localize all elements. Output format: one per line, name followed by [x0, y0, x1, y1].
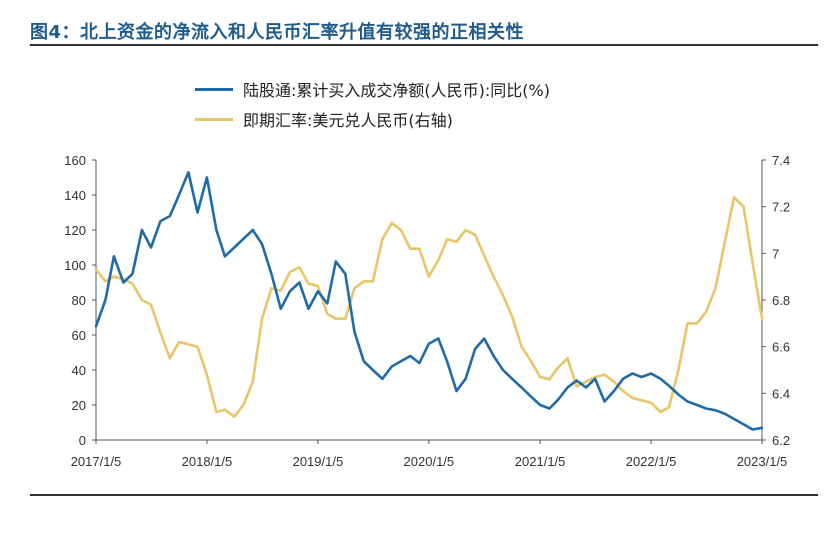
y-tick-label-right-2: 6.6 — [772, 340, 790, 355]
footer-rule — [30, 494, 818, 496]
y-tick-label-left-2: 40 — [72, 363, 86, 378]
y-tick-label-left-3: 60 — [72, 328, 86, 343]
legend-item-series-1: 陆股通:累计买入成交净额(人民币):同比(%) — [195, 74, 550, 104]
series-line-1 — [94, 171, 764, 431]
y-tick-label-right-4: 7 — [772, 246, 779, 261]
y-tick-label-right-6: 7.4 — [772, 153, 790, 168]
y-tick-label-right-5: 7.2 — [772, 200, 790, 215]
legend-label-series-2: 即期汇率:美元兑人民币(右轴) — [243, 111, 453, 130]
y-tick-label-left-4: 80 — [72, 293, 86, 308]
x-tick-label-5: 2022/1/5 — [626, 454, 677, 469]
y-tick-label-left-7: 140 — [64, 188, 86, 203]
y-tick-label-right-0: 6.2 — [772, 433, 790, 448]
title-rule — [30, 44, 818, 46]
x-tick-label-4: 2021/1/5 — [515, 454, 566, 469]
x-tick-label-1: 2018/1/5 — [182, 454, 233, 469]
x-tick-label-2: 2019/1/5 — [293, 454, 344, 469]
y-tick-label-right-1: 6.4 — [772, 386, 790, 401]
legend-swatch-series-1 — [195, 87, 233, 91]
series-line-2 — [94, 196, 764, 418]
y-tick-label-left-8: 160 — [64, 153, 86, 168]
x-tick-label-6: 2023/1/5 — [737, 454, 788, 469]
y-tick-label-left-0: 0 — [79, 433, 86, 448]
y-tick-label-left-6: 120 — [64, 223, 86, 238]
x-tick-label-0: 2017/1/5 — [71, 454, 122, 469]
chart-legend: 陆股通:累计买入成交净额(人民币):同比(%) 即期汇率:美元兑人民币(右轴) — [195, 74, 550, 134]
legend-label-series-1: 陆股通:累计买入成交净额(人民币):同比(%) — [243, 81, 550, 100]
y-tick-label-left-5: 100 — [64, 258, 86, 273]
y-tick-label-right-3: 6.8 — [772, 293, 790, 308]
legend-item-series-2: 即期汇率:美元兑人民币(右轴) — [195, 104, 550, 134]
figure-title: 图4：北上资金的净流入和人民币汇率升值有较强的正相关性 — [30, 22, 525, 43]
x-tick-label-3: 2020/1/5 — [404, 454, 455, 469]
legend-swatch-series-2 — [195, 117, 233, 121]
y-tick-label-left-1: 20 — [72, 398, 86, 413]
